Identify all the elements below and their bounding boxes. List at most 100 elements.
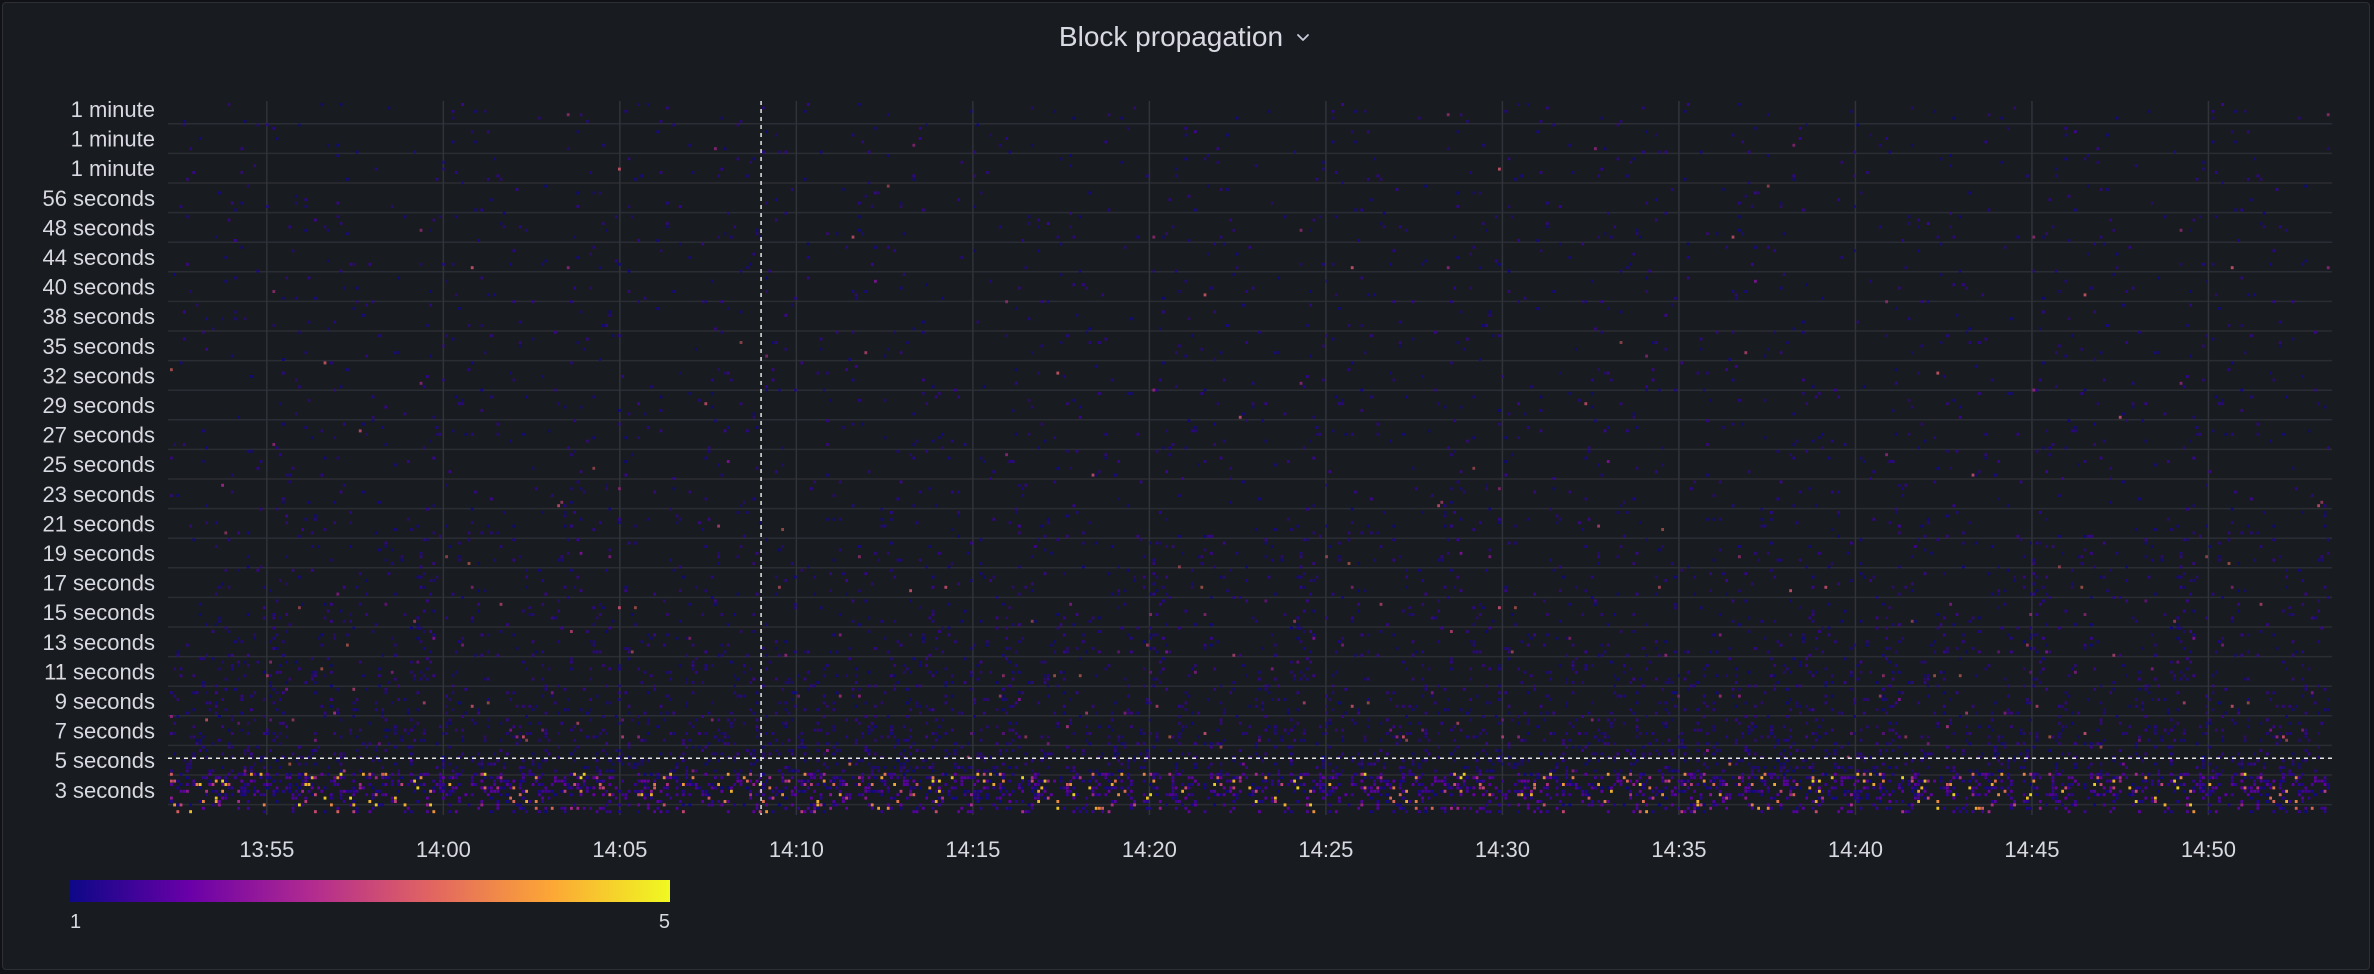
heatmap-cell [803,177,807,181]
heatmap-cell [842,188,845,191]
heatmap-cell [490,796,493,800]
heatmap-cell [893,330,896,334]
heatmap-cell [1322,755,1325,759]
heatmap-cell [714,147,717,151]
heatmap-cell [496,789,500,793]
heatmap-cell [774,640,778,644]
heatmap-cell [960,766,964,769]
heatmap-cell [634,789,637,793]
heatmap-cell [282,371,285,375]
heatmap-cell [1267,772,1271,776]
heatmap-cell [1424,184,1428,188]
heatmap-cell [253,718,256,722]
heatmap-cell [445,704,448,708]
heatmap-cell [1498,721,1501,725]
heatmap-cell [1434,776,1437,780]
heatmap-cell [688,143,692,147]
heatmap-cell [1571,681,1575,684]
heatmap-cell [1546,201,1549,205]
heatmap-cell [925,735,928,739]
heatmap-cell [346,368,349,372]
heatmap-cell [800,779,804,783]
heatmap-cell [1066,650,1069,654]
heatmap-cell [230,473,234,477]
heatmap-cell [326,143,330,147]
heatmap-cell [1504,589,1508,593]
heatmap-cell [1565,636,1568,640]
heatmap-cell [499,602,503,606]
heatmap-cell [253,633,256,637]
heatmap-cell [614,796,618,800]
heatmap-cell [707,517,711,521]
heatmap-cell [730,789,733,793]
heatmap-cell [170,783,173,786]
heatmap-cell [560,721,564,725]
heatmap-cell [1005,742,1008,746]
heatmap-cell [1043,677,1047,681]
heatmap-cell [1062,704,1066,708]
heatmap-cell [867,470,871,474]
heatmap-cell [1306,677,1309,681]
heatmap-cell [938,779,941,783]
heatmap-cell [451,337,455,341]
heatmap-cell [202,776,205,780]
heatmap-cell [221,752,224,756]
heatmap-cell [518,783,522,786]
heatmap-cell [960,776,964,780]
heatmap-cell [304,681,308,684]
heatmap-cell [1533,592,1536,596]
heatmap-cell [1088,341,1092,344]
heatmap-cell [1053,674,1056,678]
heatmap-cell [672,290,676,293]
heatmap-cell [326,259,330,263]
heatmap-cell [1565,677,1568,681]
heatmap-cell [912,657,916,661]
heatmap-cell [1248,786,1252,790]
heatmap-cell [701,800,704,803]
heatmap-cell [646,517,650,521]
heatmap-cell [842,779,845,783]
heatmap-cell [950,694,954,698]
heatmap-cell [426,677,429,681]
heatmap-cell [1222,786,1226,790]
heatmap-cell [627,157,631,161]
heatmap-cell [781,742,784,746]
heatmap-cell [608,313,612,317]
heatmap-cell [1114,786,1117,790]
heatmap-cell [275,507,279,511]
heatmap-cell [202,684,205,688]
heatmap-cell [710,786,714,790]
heatmap-cell [230,732,234,735]
heatmap-cell [573,449,576,453]
heatmap-cell [218,667,221,671]
heatmap-cell [1258,497,1261,501]
heatmap-cell [656,725,660,729]
heatmap-cell [470,793,474,797]
heatmap-cell [765,667,768,671]
heatmap-cell [765,388,768,392]
heatmap-cell [1002,779,1005,783]
heatmap-cell [608,548,612,552]
heatmap-cell [480,388,484,392]
heatmap-cell [470,130,474,134]
heatmap-cell [211,789,215,793]
heatmap-cell [1232,687,1236,691]
heatmap-cell [797,769,800,773]
heatmap-cell [637,715,640,718]
heatmap-cell [1453,235,1456,239]
heatmap-cell [1274,732,1277,735]
heatmap-cell [275,772,279,776]
heatmap-cell [214,779,218,783]
heatmap-cell [1453,511,1456,514]
heatmap-cell [938,551,941,555]
heatmap-cell [1526,718,1530,722]
heatmap-cell [1424,749,1428,752]
heatmap-cell [835,330,839,334]
panel-title-menu[interactable]: Block propagation [1059,21,1313,53]
heatmap-cell [1405,395,1408,399]
heatmap-cell [1373,779,1376,783]
heatmap-cell [1219,701,1223,705]
heatmap-cell [365,613,368,616]
heatmap-cell [1027,779,1031,783]
